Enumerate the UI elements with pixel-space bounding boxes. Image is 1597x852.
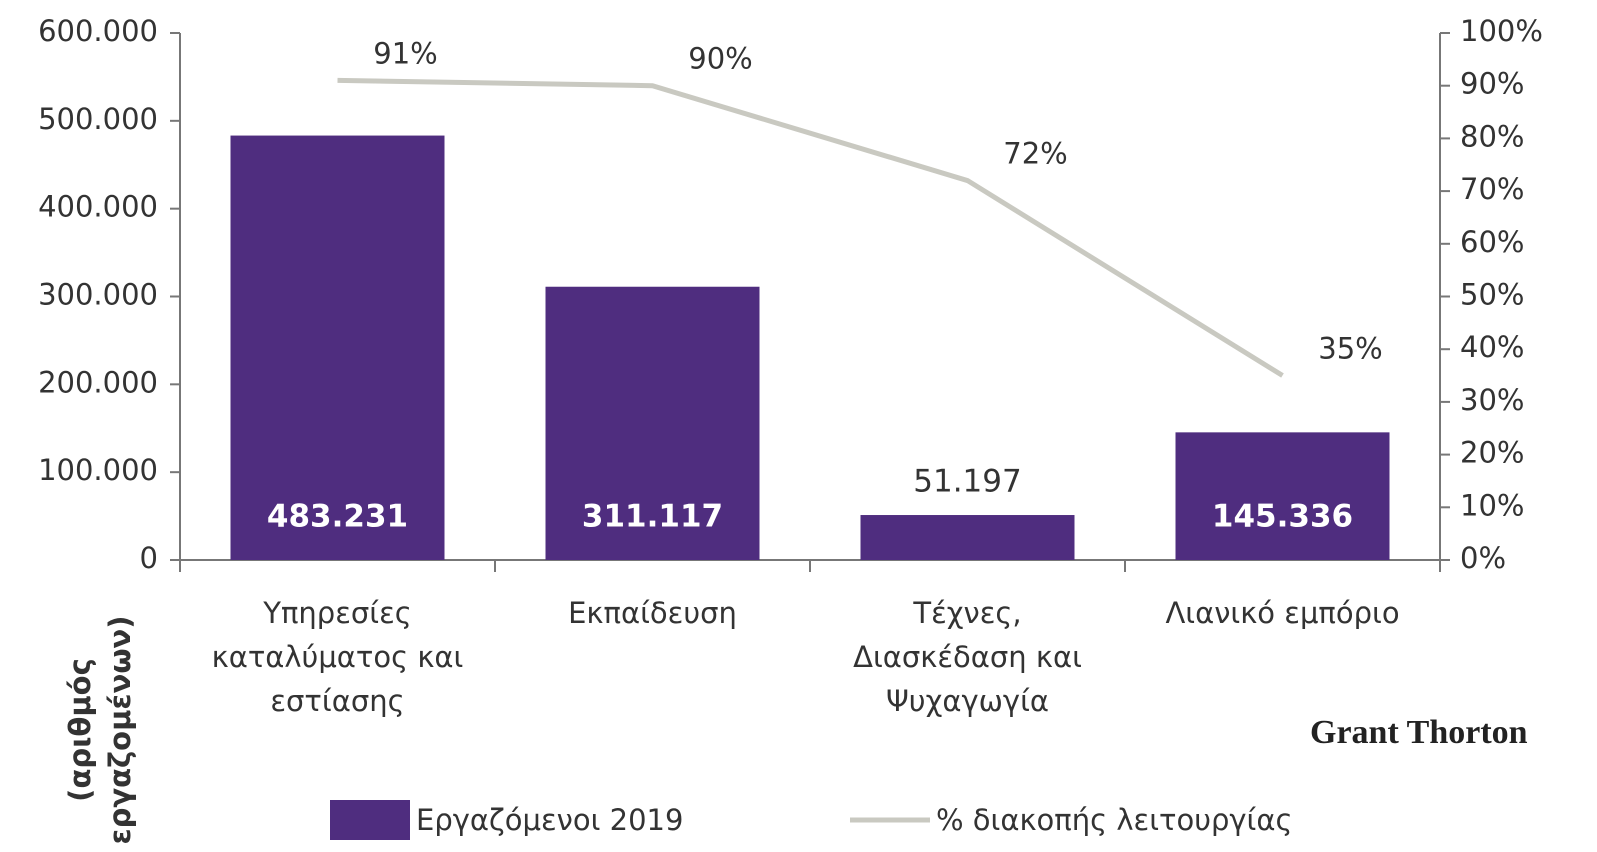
y-tick-label: 600.000 [38, 14, 158, 48]
y-tick-label: 400.000 [38, 190, 158, 224]
data-label: 311.117 [582, 499, 723, 535]
y2-tick-label: 20% [1460, 436, 1524, 470]
y2-tick-label: 10% [1460, 488, 1524, 522]
x-tick-label: Ψυχαγωγία [886, 684, 1049, 718]
x-tick-label: Εκπαίδευση [568, 596, 737, 630]
y-tick-label: 200.000 [38, 365, 158, 399]
y2-tick-label: 80% [1460, 119, 1524, 153]
y2-tick-label: 40% [1460, 330, 1524, 364]
y2-tick-label: 60% [1460, 225, 1524, 259]
data-label: 483.231 [267, 499, 408, 535]
y-tick-label: 300.000 [38, 278, 158, 312]
y-tick-label: 100.000 [38, 453, 158, 487]
watermark: Grant Thorton [1310, 714, 1528, 751]
line-label: 90% [688, 42, 752, 76]
y-axis-label: εργαζομένων) [103, 615, 137, 844]
legend-swatch [330, 800, 410, 840]
x-tick-label: Διασκέδαση και [853, 640, 1082, 674]
y-tick-label: 500.000 [38, 102, 158, 136]
legend-label: % διακοπής λειτουργίας [936, 803, 1293, 837]
x-tick-label: καταλύματος και [212, 640, 464, 674]
legend-label: Εργαζόμενοι 2019 [416, 803, 683, 837]
x-tick-label: Τέχνες, [912, 596, 1021, 630]
bar [860, 515, 1075, 560]
bar [1175, 432, 1390, 560]
y-axis-label: (αριθμός [63, 658, 97, 802]
line-label: 91% [373, 36, 437, 70]
x-tick-label: εστίασης [270, 684, 404, 718]
line [337, 77, 1284, 378]
bar [230, 135, 445, 560]
line-label: 72% [1003, 137, 1067, 171]
data-label: 145.336 [1212, 499, 1353, 535]
bar [545, 286, 760, 560]
y2-tick-label: 90% [1460, 67, 1524, 101]
y2-tick-label: 30% [1460, 383, 1524, 417]
y2-tick-label: 50% [1460, 278, 1524, 312]
y2-tick-label: 70% [1460, 172, 1524, 206]
data-label: 51.197 [913, 464, 1021, 500]
x-tick-label: Λιανικό εμπόριο [1165, 596, 1399, 630]
line-label: 35% [1318, 332, 1382, 366]
y2-tick-label: 100% [1460, 14, 1543, 48]
y2-tick-label: 0% [1460, 541, 1506, 575]
x-tick-label: Υπηρεσίες [262, 596, 412, 630]
y-tick-label: 0 [140, 541, 158, 575]
